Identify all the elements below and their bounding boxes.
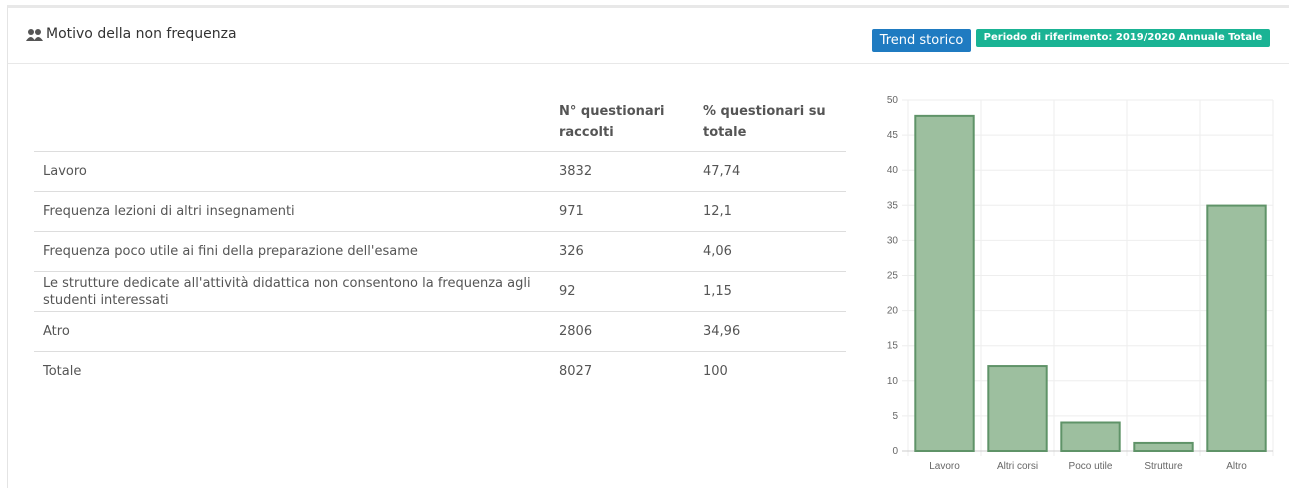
y-tick-label: 30 bbox=[887, 235, 899, 246]
table-row: Atro 2806 34,96 bbox=[34, 311, 846, 352]
table-cell: 8027 bbox=[550, 351, 694, 391]
bar bbox=[1133, 441, 1194, 453]
table-row: Frequenza lezioni di altri insegnamenti 9… bbox=[34, 191, 846, 232]
y-tick-label: 0 bbox=[892, 446, 898, 457]
y-tick-label: 25 bbox=[887, 271, 899, 282]
table-cell: 12,1 bbox=[694, 191, 846, 232]
table-row: Totale 8027 100 bbox=[34, 351, 846, 391]
panel-header: Motivo della non frequenza Trend storico… bbox=[8, 8, 1289, 64]
table-cell: 34,96 bbox=[694, 311, 846, 352]
table-cell: Frequenza lezioni di altri insegnamenti bbox=[34, 191, 550, 232]
table-cell: 47,74 bbox=[703, 164, 741, 179]
y-tick-label: 50 bbox=[887, 95, 899, 106]
x-tick-label: Altri corsi bbox=[997, 461, 1038, 472]
x-tick-label: Altro bbox=[1226, 461, 1247, 472]
table-cell: Totale bbox=[34, 351, 550, 391]
panel-title: Motivo della non frequenza bbox=[46, 26, 237, 42]
period-badge: Periodo di riferimento: 2019/2020 Annual… bbox=[976, 29, 1270, 47]
table-cell: 100 bbox=[694, 351, 846, 391]
x-tick-label: Strutture bbox=[1144, 461, 1183, 472]
table-cell: Atro bbox=[34, 311, 550, 352]
y-tick-label: 15 bbox=[887, 341, 899, 352]
column-header: % questionari su totale bbox=[694, 73, 846, 152]
table-row: Lavoro 3832 47,74 bbox=[34, 152, 846, 192]
table-cell: Frequenza poco utile ai fini della prepa… bbox=[34, 231, 550, 272]
y-tick-label: 45 bbox=[887, 130, 899, 141]
bar bbox=[1060, 421, 1121, 453]
table-cell: 3832 bbox=[559, 164, 593, 179]
column-header bbox=[34, 73, 550, 152]
table-body: Lavoro 3832 47,74 Frequenza lezioni di altr… bbox=[34, 152, 846, 391]
panel: Motivo della non frequenza Trend storico… bbox=[7, 5, 1289, 488]
table-cell: Lavoro bbox=[43, 164, 87, 179]
bar bbox=[914, 114, 975, 452]
table-cell: 326 bbox=[550, 231, 694, 272]
table-cell: 1,15 bbox=[694, 271, 846, 312]
users-icon bbox=[26, 29, 43, 41]
table-cell: 4,06 bbox=[694, 231, 846, 272]
table-cell: 971 bbox=[550, 191, 694, 232]
x-tick-label: Lavoro bbox=[929, 461, 960, 472]
y-tick-label: 10 bbox=[887, 376, 899, 387]
trend-button[interactable]: Trend storico bbox=[872, 29, 971, 52]
table-row: Le strutture dedicate all'attività didat… bbox=[34, 271, 846, 312]
y-tick-label: 20 bbox=[887, 306, 899, 317]
table-row: Frequenza poco utile ai fini della prepa… bbox=[34, 231, 846, 272]
table-header: N° questionari raccolti% questionari su … bbox=[34, 73, 846, 152]
bar bbox=[987, 365, 1048, 453]
table-cell: 92 bbox=[550, 271, 694, 312]
y-tick-label: 35 bbox=[887, 200, 899, 211]
column-header: N° questionari raccolti bbox=[550, 73, 694, 152]
y-tick-label: 5 bbox=[892, 411, 898, 422]
data-table: N° questionari raccolti% questionari su … bbox=[34, 73, 846, 391]
bar bbox=[1206, 204, 1267, 453]
y-tick-label: 40 bbox=[887, 165, 899, 176]
table-cell: 2806 bbox=[550, 311, 694, 352]
table-cell: Le strutture dedicate all'attività didat… bbox=[34, 271, 550, 312]
x-tick-label: Poco utile bbox=[1069, 461, 1113, 472]
chart: 0 5 10 15 20 25 30 35 40 45 50 Lavoro Altri corsi Poc… bbox=[887, 95, 1274, 472]
